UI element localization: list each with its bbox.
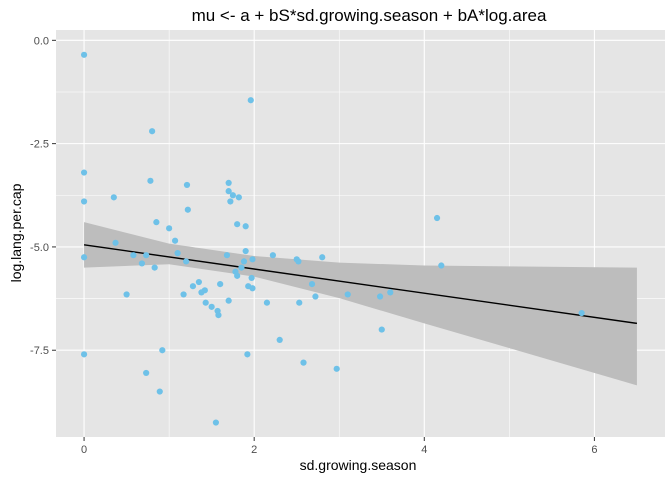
data-points [80, 51, 585, 426]
data-point [174, 250, 181, 257]
data-point [147, 177, 154, 184]
x-tick-label: 6 [591, 444, 597, 456]
data-point [208, 303, 215, 310]
data-point [312, 293, 319, 300]
x-axis-title: sd.growing.season [300, 457, 417, 473]
data-point [376, 293, 384, 300]
data-point [248, 274, 255, 282]
data-point [295, 258, 302, 265]
data-point [225, 188, 232, 195]
plot-panel [56, 30, 665, 437]
data-point [156, 388, 163, 395]
data-point [578, 309, 585, 317]
y-tick-label: 0.0 [34, 35, 49, 47]
data-point [80, 254, 88, 261]
data-point [166, 225, 173, 232]
data-point [110, 194, 117, 201]
data-point [183, 181, 191, 189]
data-point [249, 256, 256, 263]
x-tick-label: 2 [251, 444, 257, 456]
data-point [378, 326, 385, 333]
data-point [263, 299, 271, 306]
y-axis-title: log.lang.per.cap [8, 183, 24, 282]
data-point [433, 214, 441, 222]
x-axis-ticks: 0 2 4 6 [81, 437, 597, 456]
data-point [202, 299, 209, 306]
data-point [438, 262, 445, 269]
data-point [180, 291, 187, 298]
y-tick-label: -2.5 [30, 139, 49, 151]
data-point [234, 221, 241, 228]
data-point [151, 264, 158, 271]
data-point [138, 260, 146, 267]
data-point [149, 128, 156, 135]
data-point [276, 336, 283, 343]
data-point [333, 365, 340, 372]
data-point [249, 285, 256, 292]
data-point [171, 237, 179, 244]
data-point [308, 281, 316, 288]
data-point [240, 258, 248, 265]
data-point [184, 206, 191, 213]
data-point [80, 51, 88, 58]
data-point [217, 281, 224, 288]
data-point [225, 297, 232, 304]
data-point [123, 291, 130, 298]
x-tick-label: 4 [421, 444, 427, 456]
x-tick-label: 0 [81, 444, 87, 456]
data-point [143, 252, 150, 259]
data-point [80, 198, 88, 205]
data-point [153, 219, 160, 226]
chart-title: mu <- a + bS*sd.growing.season + bA*log.… [192, 6, 547, 25]
data-point [183, 258, 190, 265]
data-point [319, 254, 326, 261]
data-point [227, 198, 234, 205]
y-axis-ticks: 0.0 -2.5 -5.0 -7.5 [30, 35, 56, 357]
data-point [242, 223, 249, 230]
data-point [159, 347, 166, 354]
confidence-ribbon [84, 222, 637, 386]
data-point [215, 312, 222, 319]
data-point [223, 252, 231, 259]
data-point [300, 359, 307, 366]
data-point [296, 299, 303, 306]
data-point [242, 247, 249, 255]
data-point [80, 169, 88, 176]
data-point [112, 239, 119, 246]
data-point [80, 351, 88, 358]
data-point [234, 272, 241, 279]
data-point [201, 287, 208, 294]
y-tick-label: -5.0 [30, 242, 49, 254]
y-tick-label: -7.5 [30, 345, 49, 357]
data-point [387, 289, 394, 296]
data-point [229, 192, 237, 199]
data-point [212, 419, 220, 426]
data-point [143, 369, 150, 377]
data-point [195, 278, 202, 286]
data-point [244, 351, 251, 358]
data-point [235, 194, 242, 201]
data-point [189, 283, 197, 290]
data-point [130, 252, 137, 259]
regression-line [83, 244, 638, 325]
data-point [247, 97, 254, 104]
data-point [344, 291, 351, 298]
data-point [225, 179, 232, 186]
data-point [238, 264, 245, 271]
data-point [269, 252, 276, 259]
